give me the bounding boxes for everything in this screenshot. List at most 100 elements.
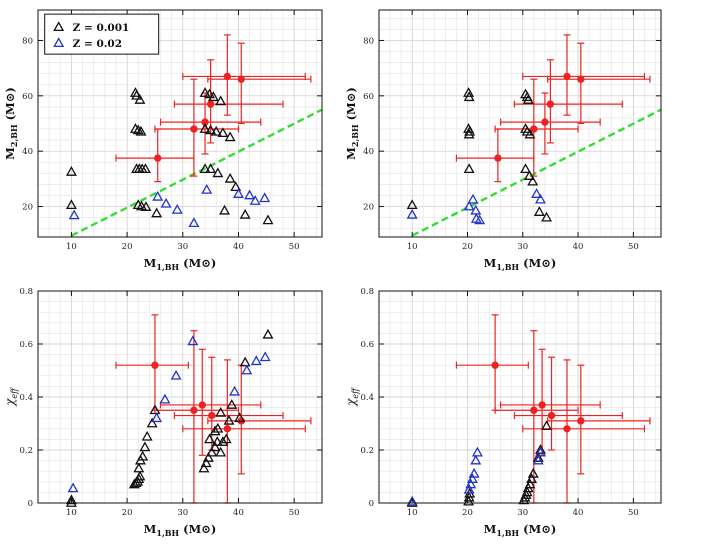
- x-tick-label: 50: [628, 242, 639, 252]
- data-point-z0001: [200, 457, 212, 468]
- x-tick-label: 40: [573, 242, 584, 252]
- data-point-z0001: [207, 91, 219, 102]
- data-point-z002: [532, 454, 544, 465]
- data-point-z002: [406, 495, 418, 506]
- observation-point: [151, 361, 159, 369]
- chart-panel-a: 10 20 30 40 50 20 40 60 80 M1,BH (M⊙) M2,BH (M⊙) Z …: [3, 9, 323, 272]
- data-point-z002: [160, 197, 172, 208]
- data-point-z0001: [134, 94, 146, 104]
- data-point-z0001: [133, 462, 145, 473]
- y-tick-label: 0.8: [360, 287, 374, 297]
- observation-point: [190, 125, 198, 133]
- data-point-z002: [201, 184, 213, 194]
- x-tick-label: 30: [177, 242, 188, 252]
- data-point-z0001: [223, 414, 235, 425]
- observation-point: [190, 406, 198, 414]
- data-point-z0001: [198, 462, 210, 473]
- data-point-z0001: [524, 128, 536, 139]
- y-tick-label: 0.2: [19, 446, 33, 456]
- y-axis-label: χeff: [3, 387, 19, 407]
- chart-panel-c: 10 20 30 40 50 0 0.2 0.4 0.6 0.8 M1,BH (M⊙) χeff: [3, 287, 323, 538]
- data-point-z0001: [210, 125, 222, 136]
- data-point-z0001: [211, 436, 223, 446]
- plot-frame: [37, 9, 323, 238]
- legend-label: Z = 0.001: [73, 22, 130, 34]
- legend-label: Z = 0.02: [73, 38, 122, 50]
- data-point-z0001: [215, 95, 227, 106]
- observation-point: [206, 100, 215, 108]
- x-axis-label: M1,BH (M⊙): [484, 522, 557, 538]
- data-point-z0001: [202, 452, 214, 462]
- data-point-z0001: [146, 417, 158, 428]
- x-tick-label: 50: [289, 508, 300, 518]
- chart-panel-b: 10 20 30 40 50 20 40 60 80 M1,BH (M⊙) M2,BH (M⊙): [344, 9, 662, 272]
- y-tick-label: 80: [363, 36, 374, 46]
- y-tick-label: 40: [363, 147, 374, 157]
- data-point-z0001: [129, 123, 141, 133]
- x-tick-label: 10: [66, 242, 77, 252]
- data-point-z0001: [132, 124, 144, 135]
- data-point-z0001: [224, 131, 236, 142]
- x-tick-label: 40: [233, 242, 244, 252]
- y-tick-label: 0.6: [19, 340, 33, 350]
- data-point-z0001: [463, 87, 475, 97]
- data-point-z0001: [199, 163, 211, 174]
- data-point-z002: [467, 193, 479, 204]
- legend-marker: [53, 21, 65, 32]
- observation-point: [530, 125, 538, 133]
- data-point-z0001: [209, 441, 221, 452]
- data-point-z0001: [464, 125, 476, 136]
- y-tick-label: 0: [28, 499, 33, 509]
- data-point-z0001: [65, 199, 77, 210]
- x-axis-label: M1,BH (M⊙): [144, 256, 217, 272]
- data-point-z002: [241, 364, 253, 375]
- data-point-z0001: [522, 94, 534, 104]
- data-point-z0001: [65, 497, 77, 507]
- observation-point: [563, 425, 571, 433]
- data-point-z002: [531, 188, 543, 198]
- data-point-z0001: [199, 123, 211, 133]
- plot-frame: [378, 9, 662, 238]
- x-tick-label: 20: [462, 242, 473, 252]
- y-tick-label: 60: [363, 92, 374, 102]
- y-tick-label: 20: [363, 203, 374, 213]
- data-point-z0001: [209, 425, 221, 436]
- data-point-z0001: [134, 470, 146, 481]
- data-point-z0001: [239, 208, 251, 219]
- data-point-z0001: [139, 163, 151, 174]
- data-point-z0001: [541, 211, 553, 222]
- data-point-z0001: [224, 172, 236, 183]
- data-point-z0001: [141, 430, 153, 441]
- x-tick-label: 10: [407, 242, 418, 252]
- data-point-z0001: [533, 206, 545, 216]
- data-point-z0001: [140, 201, 152, 211]
- data-point-z0001: [226, 399, 238, 409]
- observation-point: [223, 425, 232, 433]
- y-tick-label: 60: [22, 92, 33, 102]
- data-point-z0001: [65, 166, 77, 176]
- y-tick-label: 0.4: [19, 393, 33, 403]
- data-point-z0001: [220, 433, 232, 444]
- x-tick-label: 50: [628, 508, 639, 518]
- data-point-z002: [471, 446, 483, 457]
- data-point-z002: [159, 393, 171, 404]
- data-point-z002: [188, 217, 200, 228]
- data-point-z0001: [151, 207, 163, 218]
- data-point-z002: [171, 203, 183, 214]
- data-point-z002: [244, 189, 256, 200]
- data-point-z0001: [463, 163, 475, 174]
- x-tick-label: 30: [517, 508, 528, 518]
- data-point-z0001: [149, 404, 161, 415]
- data-point-z002: [466, 473, 478, 484]
- x-tick-label: 30: [177, 508, 188, 518]
- x-tick-label: 50: [289, 242, 300, 252]
- y-tick-label: 0.2: [360, 446, 374, 456]
- data-point-z002: [259, 351, 271, 362]
- plot-area: [379, 10, 661, 237]
- data-point-z0001: [239, 356, 251, 367]
- data-point-z002: [152, 190, 164, 201]
- data-point-z002: [68, 209, 80, 220]
- data-point-z002: [250, 355, 262, 366]
- data-point-z0001: [215, 446, 227, 457]
- y-tick-label: 0: [369, 499, 374, 509]
